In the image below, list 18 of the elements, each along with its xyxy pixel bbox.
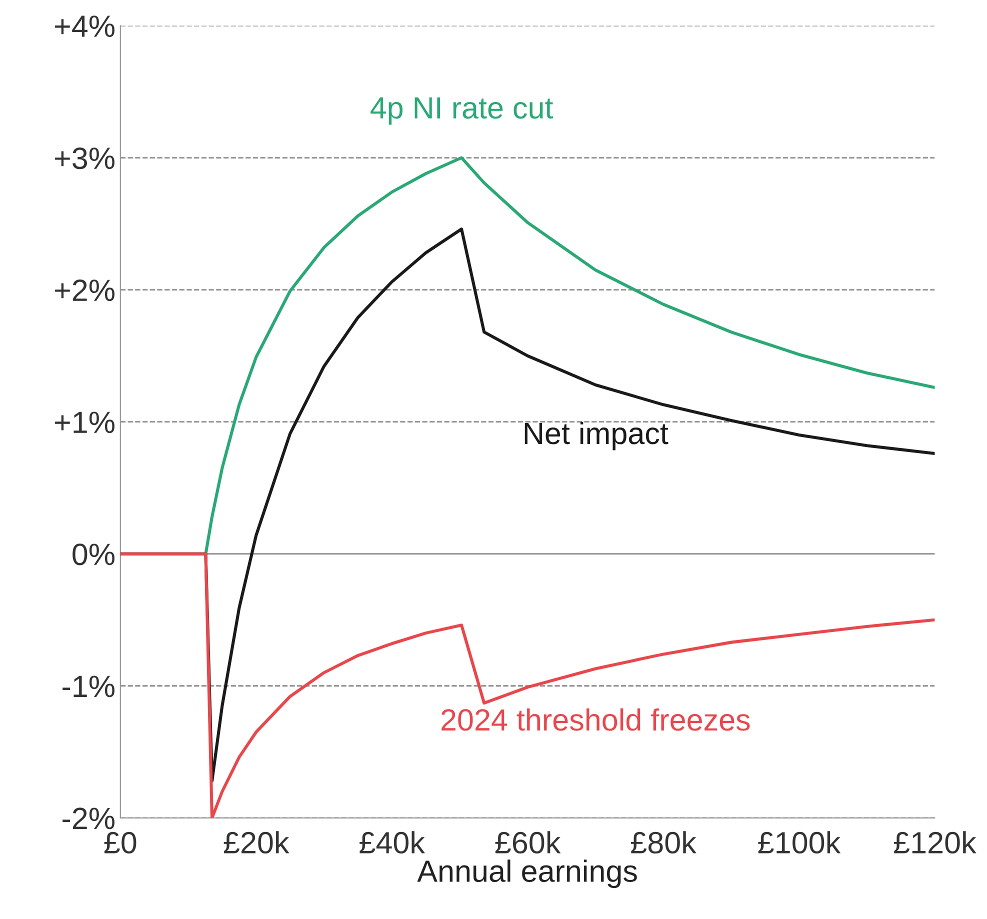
series-label: 2024 threshold freezes <box>442 708 750 731</box>
x-tick-label: £40k <box>360 831 426 854</box>
x-tick-label: £0 <box>104 832 136 854</box>
y-tick-label: +3% <box>55 147 114 170</box>
x-tick-label: £120k <box>894 831 976 854</box>
y-tick-label: +2% <box>55 280 114 302</box>
x-tick-label: £100k <box>758 831 841 854</box>
x-axis-title: Annual earnings <box>417 860 637 888</box>
y-tick-label: +1% <box>55 412 114 434</box>
x-tick-label: £60k <box>495 831 561 854</box>
series-label: 4p NI rate cut <box>370 97 554 125</box>
series-label: Net impact <box>524 422 668 450</box>
x-tick-label: £80k <box>631 831 696 854</box>
y-tick-label: +4% <box>55 16 114 37</box>
y-tick-label: 0% <box>72 544 114 566</box>
y-tick-label: -1% <box>62 676 114 698</box>
x-tick-label: £20k <box>224 831 290 854</box>
y-tick-label: -2% <box>62 808 114 830</box>
